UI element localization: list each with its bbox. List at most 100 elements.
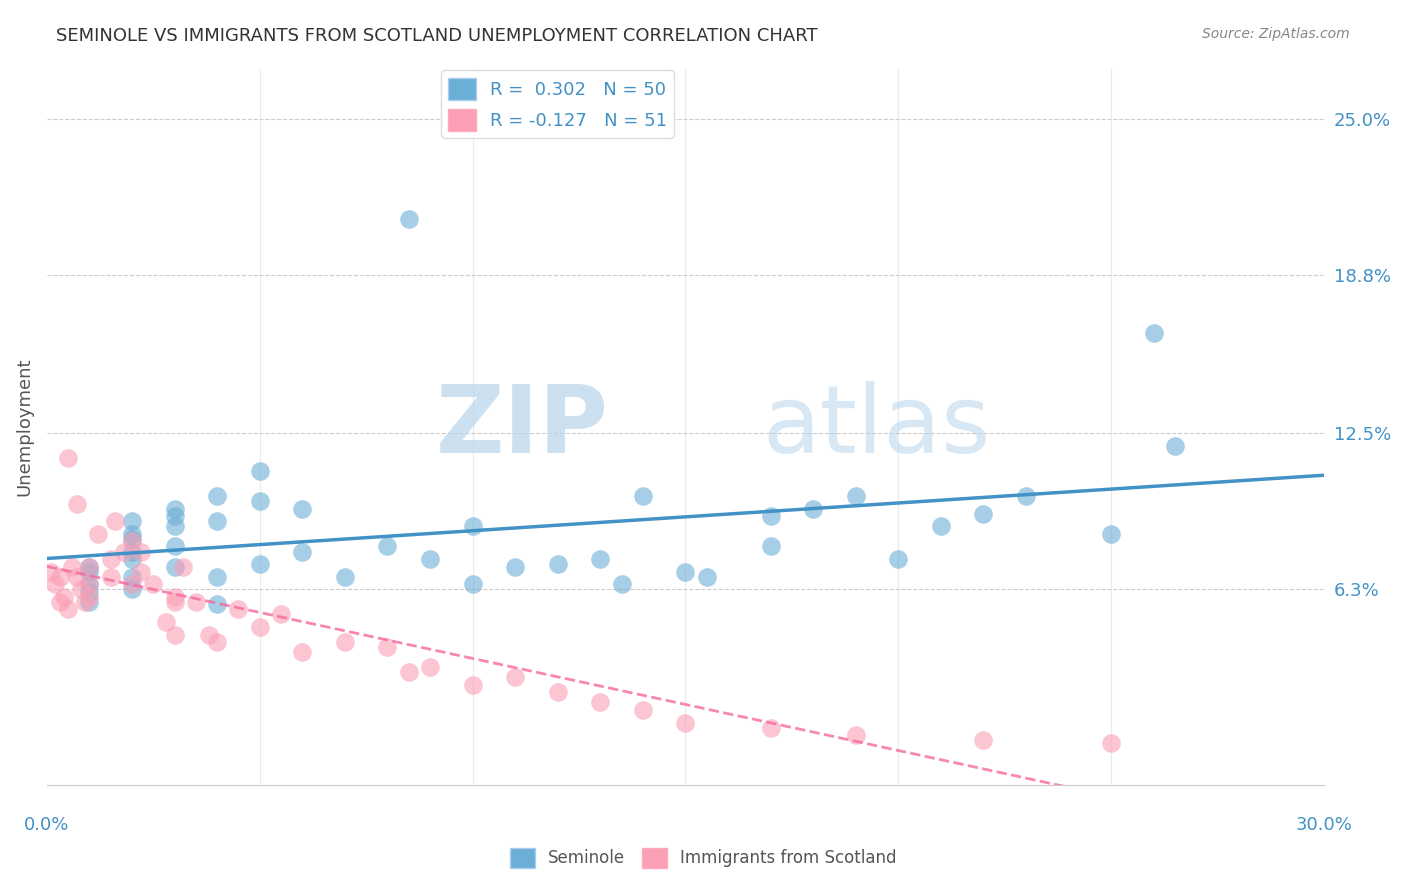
- Point: [291, 501, 314, 516]
- Point: [503, 559, 526, 574]
- Point: [79, 577, 101, 591]
- Point: [56, 451, 79, 466]
- Point: [121, 544, 143, 558]
- Point: [121, 534, 143, 549]
- Point: [121, 582, 143, 597]
- Point: [503, 670, 526, 684]
- Point: [610, 577, 633, 591]
- Point: [845, 489, 868, 503]
- Point: [929, 519, 952, 533]
- Point: [52, 590, 75, 604]
- Point: [249, 620, 271, 634]
- Y-axis label: Unemployment: Unemployment: [15, 358, 32, 496]
- Point: [759, 721, 782, 735]
- Text: atlas: atlas: [762, 381, 990, 473]
- Text: ZIP: ZIP: [436, 381, 609, 473]
- Point: [972, 733, 994, 747]
- Point: [70, 582, 93, 597]
- Point: [419, 660, 441, 674]
- Point: [419, 552, 441, 566]
- Text: 0.0%: 0.0%: [24, 815, 69, 834]
- Point: [631, 489, 654, 503]
- Text: Source: ZipAtlas.com: Source: ZipAtlas.com: [1202, 27, 1350, 41]
- Point: [163, 501, 186, 516]
- Text: SEMINOLE VS IMMIGRANTS FROM SCOTLAND UNEMPLOYMENT CORRELATION CHART: SEMINOLE VS IMMIGRANTS FROM SCOTLAND UNE…: [56, 27, 818, 45]
- Point: [696, 570, 718, 584]
- Point: [66, 570, 89, 584]
- Point: [205, 598, 228, 612]
- Point: [163, 590, 186, 604]
- Point: [87, 527, 110, 541]
- Point: [121, 577, 143, 591]
- Point: [759, 509, 782, 524]
- Point: [547, 557, 569, 571]
- Legend: Seminole, Immigrants from Scotland: Seminole, Immigrants from Scotland: [503, 841, 903, 875]
- Point: [801, 501, 824, 516]
- Point: [461, 519, 484, 533]
- Point: [104, 514, 127, 528]
- Point: [291, 544, 314, 558]
- Point: [79, 595, 101, 609]
- Legend: R =  0.302   N = 50, R = -0.127   N = 51: R = 0.302 N = 50, R = -0.127 N = 51: [441, 70, 675, 138]
- Point: [205, 635, 228, 649]
- Point: [66, 497, 89, 511]
- Text: 30.0%: 30.0%: [1295, 815, 1353, 834]
- Point: [1099, 527, 1122, 541]
- Point: [39, 565, 62, 579]
- Point: [377, 640, 399, 654]
- Point: [121, 570, 143, 584]
- Point: [79, 584, 101, 599]
- Point: [163, 595, 186, 609]
- Point: [163, 559, 186, 574]
- Point: [121, 552, 143, 566]
- Point: [675, 715, 697, 730]
- Point: [79, 577, 101, 591]
- Point: [100, 570, 122, 584]
- Point: [48, 570, 70, 584]
- Point: [121, 532, 143, 546]
- Point: [972, 507, 994, 521]
- Point: [44, 577, 66, 591]
- Point: [79, 559, 101, 574]
- Point: [291, 645, 314, 659]
- Point: [79, 565, 101, 579]
- Point: [249, 464, 271, 478]
- Point: [631, 703, 654, 717]
- Point: [1015, 489, 1038, 503]
- Point: [377, 540, 399, 554]
- Point: [759, 540, 782, 554]
- Point: [333, 570, 356, 584]
- Point: [1099, 736, 1122, 750]
- Point: [398, 665, 420, 680]
- Point: [129, 544, 152, 558]
- Point: [121, 514, 143, 528]
- Point: [1164, 439, 1187, 453]
- Point: [398, 212, 420, 227]
- Point: [62, 559, 84, 574]
- Point: [184, 595, 207, 609]
- Point: [205, 514, 228, 528]
- Point: [79, 590, 101, 604]
- Point: [205, 570, 228, 584]
- Point: [887, 552, 910, 566]
- Point: [163, 627, 186, 641]
- Point: [228, 602, 250, 616]
- Point: [270, 607, 292, 622]
- Point: [172, 559, 194, 574]
- Point: [142, 577, 165, 591]
- Point: [1143, 326, 1166, 340]
- Point: [163, 519, 186, 533]
- Point: [845, 728, 868, 742]
- Point: [547, 685, 569, 699]
- Point: [461, 577, 484, 591]
- Point: [100, 552, 122, 566]
- Point: [249, 494, 271, 508]
- Point: [121, 527, 143, 541]
- Point: [112, 544, 135, 558]
- Point: [675, 565, 697, 579]
- Point: [333, 635, 356, 649]
- Point: [163, 509, 186, 524]
- Point: [163, 540, 186, 554]
- Point: [589, 696, 612, 710]
- Point: [79, 559, 101, 574]
